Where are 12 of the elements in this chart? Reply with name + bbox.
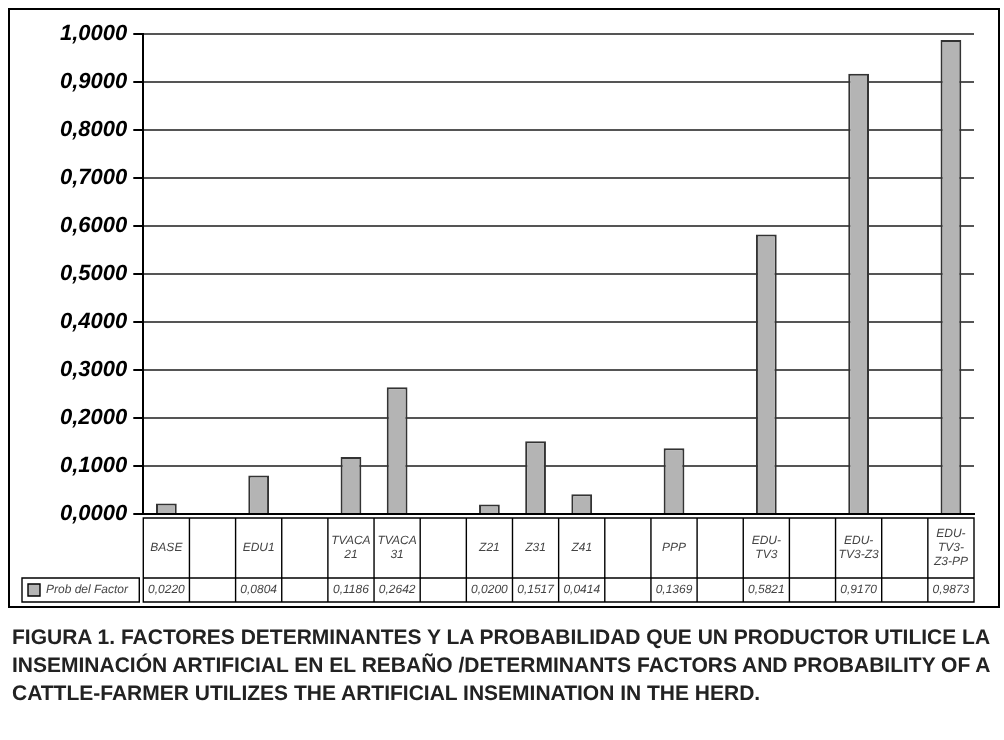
y-tick-label: 0,7000 [59, 166, 130, 191]
y-tick-label: 0,5000 [59, 262, 130, 287]
y-tick-label: 0,6000 [59, 214, 130, 239]
y-tick-label: 0,1000 [59, 454, 130, 479]
y-tick-label: 0,8000 [59, 118, 130, 143]
text: FIGURA 1. FACTORES DETERMINANTES Y LA PROBABILIDAD QUE UN PRODUCTOR UTILICE LA INSEMINACIÓN ARTIFICIAL EN EL REBAÑO /DETERMINANTS FACTORS AND PROBABILITY OF A CATTLE-FARMER UTILIZES THE ARTIFICIAL INSEMINATION IN THE HERD. [12, 624, 992, 708]
y-tick-label: 1,0000 [59, 22, 130, 47]
y-tick-label: 0,9000 [59, 70, 130, 95]
y-tick-label: 0,4000 [59, 310, 130, 335]
y-tick-label: 0,3000 [59, 358, 130, 383]
y-tick-label: 0,0000 [59, 502, 130, 527]
y-tick-label: 0,2000 [59, 406, 130, 431]
